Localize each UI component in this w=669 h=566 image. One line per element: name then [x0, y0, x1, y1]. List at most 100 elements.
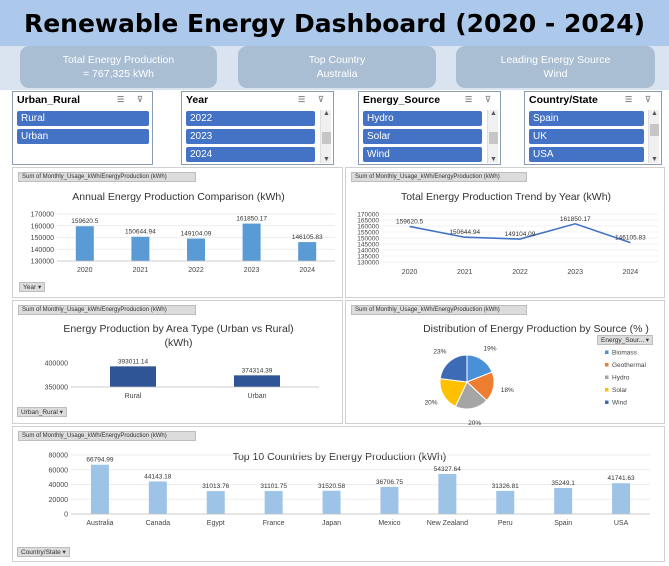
y-tick-label: 130000	[31, 259, 54, 266]
slicer-title: Energy_Source	[363, 94, 441, 106]
slicer-item-wind[interactable]: Wind	[363, 147, 482, 162]
x-tick-label: Urban	[247, 393, 266, 400]
data-label: 393011.14	[118, 358, 149, 365]
scroll-up-icon[interactable]: ▲	[651, 110, 658, 117]
chart-title: Total Energy Production Trend by Year (k…	[400, 191, 612, 203]
scroll-up-icon[interactable]: ▲	[323, 110, 330, 117]
value-field-button[interactable]: Sum of Monthly_Usage_kWh/EnergyProductio…	[351, 305, 527, 315]
data-label: 66794.99	[86, 457, 113, 464]
x-tick-label: 2020	[77, 267, 93, 274]
y-tick-label: 80000	[49, 453, 69, 460]
slicer-item-2024[interactable]: 2024	[186, 147, 315, 162]
y-tick-label: 350000	[45, 385, 68, 392]
data-label: 146105.83	[615, 235, 646, 242]
multi-select-icon[interactable]: ☰	[117, 95, 125, 104]
trend-line-chart: 1700001650001600001550001500001450001400…	[357, 212, 658, 276]
clear-filter-icon[interactable]: ⊽	[318, 95, 324, 104]
legend-swatch	[605, 375, 609, 379]
scroll-down-icon[interactable]: ▼	[490, 156, 497, 163]
clear-filter-icon[interactable]: ⊽	[645, 95, 651, 104]
slicer-item-spain[interactable]: Spain	[529, 111, 644, 126]
slicer-urban-rural[interactable]: Urban_Rural ☰ ⊽ Rural Urban	[12, 91, 153, 165]
legend-swatch	[605, 388, 609, 392]
bar	[131, 236, 150, 261]
y-tick-label: 150000	[31, 235, 54, 242]
data-label: 31326.81	[492, 483, 519, 490]
slicer-item-hydro[interactable]: Hydro	[363, 111, 482, 126]
slicer-scrollbar[interactable]: ▲ ▼	[648, 110, 659, 163]
chart-title-units: (kWh)	[164, 337, 193, 349]
x-tick-label: 2023	[244, 267, 260, 274]
y-tick-label: 160000	[31, 223, 54, 230]
y-tick-label: 40000	[49, 482, 69, 489]
scroll-down-icon[interactable]: ▼	[651, 156, 658, 163]
slice-label: 20%	[468, 420, 481, 425]
data-label: 161850.17	[236, 216, 267, 223]
bar	[554, 488, 573, 514]
value-field-button[interactable]: Sum of Monthly_Usage_kWh/EnergyProductio…	[18, 431, 196, 441]
clear-filter-icon[interactable]: ⊽	[137, 95, 143, 104]
scroll-up-icon[interactable]: ▲	[490, 110, 497, 117]
scroll-thumb[interactable]	[322, 132, 331, 144]
slicer-scrollbar[interactable]: ▲ ▼	[487, 110, 498, 163]
data-label: 36706.75	[376, 479, 403, 486]
bar	[298, 242, 317, 261]
data-label: 44143.18	[144, 473, 171, 480]
y-tick-label: 155000	[357, 230, 379, 237]
x-tick-label: 2022	[188, 267, 204, 274]
value-field-button[interactable]: Sum of Monthly_Usage_kWh/EnergyProductio…	[18, 305, 196, 315]
kpi-leading-source: Leading Energy Source Wind	[456, 46, 655, 88]
slicer-item-2022[interactable]: 2022	[186, 111, 315, 126]
y-tick-label: 0	[64, 512, 68, 519]
multi-select-icon[interactable]: ☰	[298, 95, 306, 104]
energy-source-filter-button[interactable]: Energy_Sour... ▾	[597, 335, 654, 345]
x-tick-label: Peru	[498, 520, 513, 527]
value-field-button[interactable]: Sum of Monthly_Usage_kWh/EnergyProductio…	[18, 172, 196, 182]
bar	[242, 223, 261, 261]
area-type-panel: Sum of Monthly_Usage_kWh/EnergyProductio…	[12, 300, 343, 424]
slicer-item-usa[interactable]: USA	[529, 147, 644, 162]
data-label: 35249.1	[551, 480, 575, 487]
source-distribution-panel: Sum of Monthly_Usage_kWh/EnergyProductio…	[345, 300, 665, 425]
year-filter-button[interactable]: Year ▾	[19, 282, 46, 292]
scroll-down-icon[interactable]: ▼	[323, 156, 330, 163]
slicer-scrollbar[interactable]: ▲ ▼	[320, 110, 331, 163]
y-tick-label: 170000	[31, 212, 54, 219]
x-tick-label: 2024	[299, 267, 315, 274]
bar	[612, 483, 631, 514]
x-tick-label: Canada	[146, 520, 171, 527]
slicer-year[interactable]: Year ☰ ⊽ 2022 2023 2024 ▲ ▼	[181, 91, 334, 165]
slicer-item-rural[interactable]: Rural	[17, 111, 149, 126]
clear-filter-icon[interactable]: ⊽	[485, 95, 491, 104]
slicer-item-solar[interactable]: Solar	[363, 129, 482, 144]
slicer-item-2023[interactable]: 2023	[186, 129, 315, 144]
multi-select-icon[interactable]: ☰	[465, 95, 473, 104]
scroll-thumb[interactable]	[650, 124, 659, 136]
y-tick-label: 135000	[357, 254, 379, 261]
value-field-button[interactable]: Sum of Monthly_Usage_kWh/EnergyProductio…	[351, 172, 527, 182]
kpi-value: = 767,325 kWh	[83, 68, 154, 80]
trend-panel: Sum of Monthly_Usage_kWh/EnergyProductio…	[345, 167, 665, 298]
slicer-item-uk[interactable]: UK	[529, 129, 644, 144]
kpi-label: Total Energy Production	[62, 54, 175, 66]
data-label: 31013.76	[202, 483, 229, 490]
country-filter-button[interactable]: Country/State ▾	[17, 547, 70, 557]
y-tick-label: 400000	[45, 361, 68, 368]
y-tick-label: 145000	[357, 242, 379, 249]
multi-select-icon[interactable]: ☰	[625, 95, 633, 104]
bar	[234, 375, 280, 387]
data-label: 54327.64	[434, 466, 461, 473]
scroll-thumb[interactable]	[489, 132, 498, 144]
kpi-value: Australia	[316, 68, 358, 80]
bar	[75, 226, 94, 261]
urban-rural-filter-button[interactable]: Urban_Rural ▾	[17, 407, 67, 417]
bar	[496, 490, 515, 514]
slicer-energy-source[interactable]: Energy_Source ☰ ⊽ Hydro Solar Wind ▲ ▼	[358, 91, 501, 165]
x-tick-label: Spain	[554, 520, 572, 527]
slicer-item-urban[interactable]: Urban	[17, 129, 149, 144]
series-line	[409, 222, 631, 244]
slicer-country[interactable]: Country/State ☰ ⊽ Spain UK USA ▲ ▼	[524, 91, 662, 165]
x-tick-label: Rural	[125, 393, 142, 400]
area-type-bar-chart: 400000 350000 393011.14 Rural 374314.39 Urban	[45, 358, 319, 400]
chart-title: Distribution of Energy Production by Sou…	[423, 323, 649, 335]
